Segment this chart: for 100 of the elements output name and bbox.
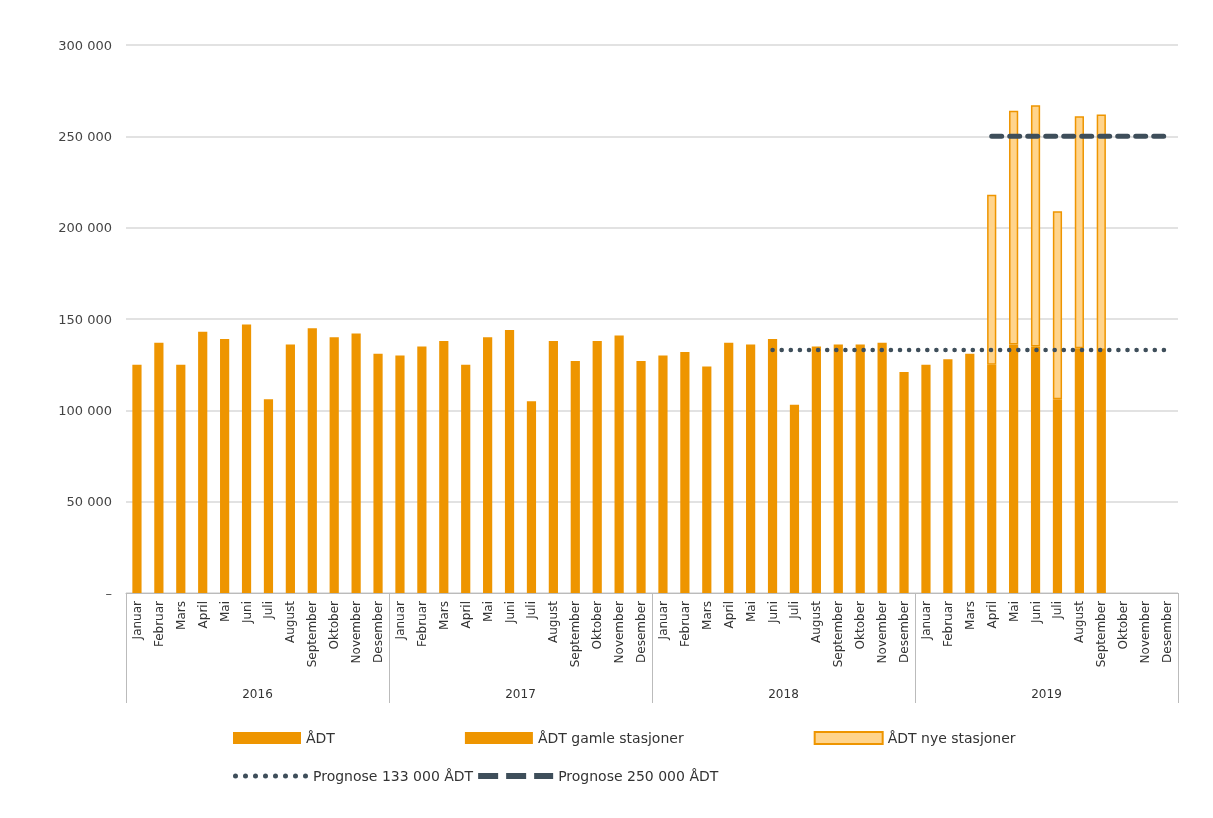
bar <box>767 339 778 593</box>
bar <box>483 337 493 593</box>
x-tick-label: Januar <box>392 600 407 641</box>
bar <box>132 364 142 593</box>
bar <box>855 344 865 593</box>
bar <box>263 399 274 593</box>
x-tick-label: November <box>1138 600 1153 664</box>
bar <box>636 361 646 593</box>
bar <box>614 335 624 593</box>
x-tick-label: August <box>546 600 561 643</box>
text: 2018 <box>768 687 799 701</box>
x-tick-label: August <box>283 600 298 643</box>
x-tick-label: Mai <box>480 601 495 623</box>
bar <box>965 353 975 593</box>
bar <box>329 337 339 593</box>
bar <box>241 324 252 593</box>
x-tick-label: September <box>831 600 846 668</box>
x-tick-label: Februar <box>940 600 955 648</box>
text: 2017 <box>505 687 536 701</box>
legend-label: ÅDT gamle stasjoner <box>537 730 684 746</box>
x-tick-label: September <box>568 600 583 668</box>
x-tick-label: Juli <box>1050 601 1065 620</box>
x-tick-label: Desember <box>371 600 386 663</box>
y-tick-label: 300 000 <box>58 37 112 53</box>
x-tick-label: Desember <box>634 600 649 663</box>
legend-label: Prognose 133 000 ÅDT <box>313 768 474 784</box>
y-tick-label: 250 000 <box>58 128 112 144</box>
y-tick-label: 100 000 <box>58 402 112 418</box>
bar <box>461 364 471 593</box>
x-tick-label: Mai <box>743 601 758 623</box>
x-tick-label: Oktober <box>327 600 342 650</box>
x-tick-label: Mars <box>436 601 451 630</box>
bar <box>899 371 909 593</box>
x-tick-label: Juni <box>502 601 517 625</box>
x-tick-label: Mai <box>217 601 232 623</box>
x-tick-label: Januar <box>129 600 144 641</box>
x-tick-label: April <box>984 601 999 629</box>
x-tick-label: Mars <box>699 601 714 630</box>
x-tick-label: April <box>458 601 473 629</box>
x-tick-label: August <box>1072 600 1087 643</box>
bar <box>395 355 405 593</box>
bar <box>877 342 887 593</box>
x-tick-label: September <box>305 600 320 668</box>
bar <box>811 346 821 593</box>
bar <box>504 329 515 593</box>
x-tick-label: Mai <box>1006 601 1021 623</box>
x-tick-label: Mars <box>962 601 977 630</box>
bar <box>921 364 931 593</box>
x-tick-label: Juni <box>1028 601 1043 625</box>
bar <box>351 333 361 593</box>
y-tick-label: 50 000 <box>66 494 112 510</box>
bar <box>417 346 427 593</box>
x-tick-label: April <box>721 601 736 629</box>
x-tick-label: Februar <box>414 600 429 648</box>
bar <box>789 404 800 593</box>
bar <box>198 331 208 593</box>
bar <box>548 340 558 593</box>
bar <box>746 344 756 593</box>
bar <box>285 344 295 593</box>
x-tick-label: Februar <box>151 600 166 648</box>
x-tick-label: November <box>875 600 890 664</box>
x-tick-label: September <box>1094 600 1109 668</box>
x-tick-label: Mars <box>173 601 188 630</box>
x-tick-label: Juli <box>787 601 802 620</box>
y-tick-label: 200 000 <box>58 220 112 236</box>
bar <box>439 340 449 593</box>
bar <box>592 340 602 593</box>
y-tick-label: 150 000 <box>58 311 112 327</box>
bar <box>154 342 164 593</box>
x-tick-label: Juni <box>765 601 780 625</box>
x-tick-label: November <box>349 600 364 664</box>
text: 2019 <box>1031 687 1062 701</box>
x-tick-label: Oktober <box>1116 600 1131 650</box>
x-tick-label: April <box>195 601 210 629</box>
bar <box>943 359 953 593</box>
y-tick-label: – <box>105 585 112 601</box>
x-tick-label: August <box>809 600 824 643</box>
bar <box>680 351 690 593</box>
x-tick-label: Oktober <box>853 600 868 650</box>
x-tick-label: Februar <box>677 600 692 648</box>
text: 2016 <box>242 687 273 701</box>
x-tick-label: Oktober <box>590 600 605 650</box>
x-tick-label: November <box>612 600 627 664</box>
bar <box>702 366 712 593</box>
legend-label: ÅDT <box>306 730 336 746</box>
bar <box>833 344 843 593</box>
bar <box>724 342 734 593</box>
x-tick-label: Juli <box>261 601 276 620</box>
bar <box>176 364 186 593</box>
bar <box>373 353 383 593</box>
bar <box>220 339 230 593</box>
legend-label: Prognose 250 000 ÅDT <box>558 768 719 784</box>
bar <box>307 328 317 593</box>
legend-label: ÅDT nye stasjoner <box>887 730 1016 746</box>
x-tick-label: Juni <box>239 601 254 625</box>
bar <box>526 401 537 593</box>
x-tick-label: Juli <box>524 601 539 620</box>
x-tick-label: Desember <box>897 600 912 663</box>
x-tick-label: Desember <box>1160 600 1175 663</box>
x-tick-label: Januar <box>655 600 670 641</box>
